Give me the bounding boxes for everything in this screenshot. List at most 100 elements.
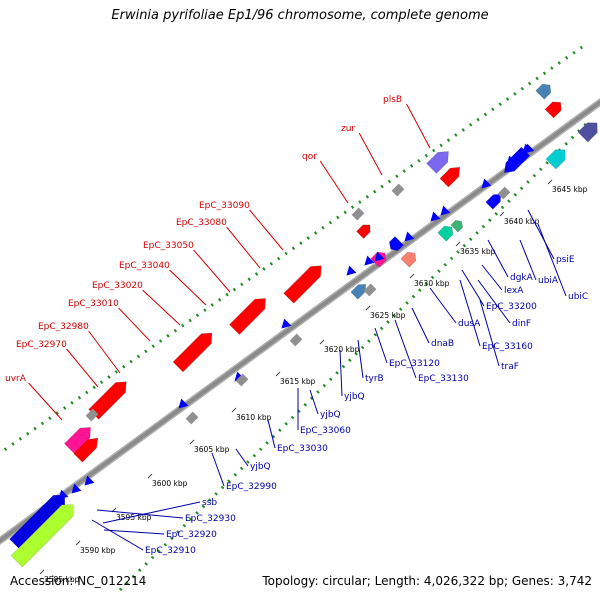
forward-gene-shape xyxy=(544,101,562,119)
reverse-arrowhead xyxy=(374,251,385,262)
reverse-label-leader xyxy=(477,279,511,324)
reverse-arrowhead xyxy=(430,211,441,222)
reverse-arrowhead xyxy=(364,255,375,266)
pseudo-gene xyxy=(185,411,199,425)
gene-labels: uvrA EpC_32970 EpC_32980 EpC_33010 EpC_33020… xyxy=(5,95,588,556)
reverse-gene-label: dinF xyxy=(512,319,531,329)
reverse-arrowhead-shape xyxy=(374,251,385,262)
reverse-label-leader xyxy=(91,519,144,551)
forward-gene xyxy=(439,166,461,188)
reverse-gene-label: EpC_32930 xyxy=(185,514,236,524)
reverse-gene-label: EpC_32990 xyxy=(226,482,277,492)
reverse-gene-shape xyxy=(485,194,501,210)
forward-gene xyxy=(535,83,552,100)
forward-gene-shape xyxy=(439,166,461,188)
reverse-gene-label: psiE xyxy=(556,255,575,265)
reverse-arrowhead xyxy=(481,178,492,189)
scale-tick xyxy=(75,540,81,546)
pseudo-gene xyxy=(235,373,249,387)
reverse-gene-label: ubiA xyxy=(538,276,559,286)
reverse-arrowhead-shape xyxy=(281,318,292,329)
reverse-arrowhead xyxy=(346,265,357,276)
reverse-gene-shape xyxy=(10,504,74,568)
reverse-gene-label: EpC_32910 xyxy=(145,546,196,556)
forward-gene-shape xyxy=(577,122,598,143)
reverse-label-leader xyxy=(235,448,249,467)
scale-tick-label: 3585 kbp xyxy=(44,575,80,584)
reverse-label-leader xyxy=(479,299,500,367)
forward-gene xyxy=(426,151,449,174)
scale-tick xyxy=(147,473,153,479)
forward-gene-label: qor xyxy=(302,152,317,162)
scale-tick xyxy=(409,273,415,279)
reverse-arrowhead-shape xyxy=(404,231,415,242)
reverse-arrowhead xyxy=(404,231,415,242)
scale-tick-label: 3620 kbp xyxy=(324,345,360,354)
reverse-label-leader xyxy=(487,239,509,278)
reverse-label-leader xyxy=(374,327,388,364)
forward-gene-label: EpC_33020 xyxy=(92,281,143,291)
pseudo-gene xyxy=(85,408,99,422)
reverse-arrowhead-shape xyxy=(506,155,517,166)
reverse-gene xyxy=(389,236,404,251)
reverse-gene-label: yjbQ xyxy=(344,392,365,402)
forward-gene-label: plsB xyxy=(383,95,402,105)
scale-tick-label: 3630 kbp xyxy=(414,279,450,288)
pseudo-gene-shape xyxy=(185,411,199,425)
guide-lines xyxy=(0,43,592,592)
reverse-label-leader xyxy=(96,509,184,519)
reverse-gene-label: ssb xyxy=(202,498,217,508)
pseudo-gene-shape xyxy=(235,373,249,387)
forward-gene-shape xyxy=(283,265,322,304)
forward-label-leader xyxy=(406,103,431,149)
reverse-gene-label: EpC_33160 xyxy=(482,342,533,352)
reverse-label-leader xyxy=(394,319,417,379)
pseudo-gene xyxy=(289,333,303,347)
reverse-gene-shape xyxy=(545,149,566,170)
scale-tick xyxy=(231,407,237,413)
reverse-arrowhead-shape xyxy=(364,255,375,266)
reverse-gene-shape xyxy=(400,251,417,268)
forward-label-leader xyxy=(28,382,63,421)
scale-tick xyxy=(499,211,505,217)
scale-tick xyxy=(39,569,45,575)
reverse-gene-shape xyxy=(389,236,404,251)
forward-label-leader xyxy=(169,269,207,306)
reverse-label-leader xyxy=(461,269,485,307)
scale-tick xyxy=(275,371,281,377)
forward-gene xyxy=(544,101,562,119)
scale-tick xyxy=(189,439,195,445)
reverse-gene xyxy=(545,149,566,170)
scale-tick xyxy=(365,305,371,311)
reverse-label-leader xyxy=(459,279,481,347)
reverse-gene-label: yjbQ xyxy=(320,410,341,420)
reverse-label-leader xyxy=(267,419,276,449)
reverse-label-leader xyxy=(357,339,364,379)
reverse-arrowhead-shape xyxy=(430,211,441,222)
reverse-arrowhead-shape xyxy=(58,489,69,500)
forward-gene-shape xyxy=(88,381,127,420)
accession-text: Accession: NC_012214 xyxy=(10,574,147,588)
forward-gene-shape xyxy=(64,427,91,454)
scale-tick-label: 3600 kbp xyxy=(152,479,188,488)
pseudo-gene xyxy=(497,186,511,200)
reverse-gene xyxy=(400,251,417,268)
reverse-arrowhead xyxy=(178,398,189,409)
scale-tick-label: 3610 kbp xyxy=(236,413,272,422)
forward-gene-label: EpC_33090 xyxy=(199,201,250,211)
reverse-arrowhead-shape xyxy=(84,475,95,486)
reverse-arrowhead-shape xyxy=(178,398,189,409)
reverse-gene-label: dnaB xyxy=(431,339,454,349)
forward-gene-label: zur xyxy=(341,124,355,134)
forward-gene-label: uvrA xyxy=(5,374,27,384)
scale-tick-label: 3635 kbp xyxy=(460,247,496,256)
forward-label-leader xyxy=(193,249,231,293)
reverse-gene-label: yjbQ xyxy=(250,462,271,472)
forward-label-leader xyxy=(226,226,261,269)
scale-tick xyxy=(455,241,461,247)
scale-tick xyxy=(319,339,325,345)
forward-gene xyxy=(229,298,266,335)
reverse-arrowhead-shape xyxy=(346,265,357,276)
reverse-gene-shape xyxy=(350,284,366,300)
